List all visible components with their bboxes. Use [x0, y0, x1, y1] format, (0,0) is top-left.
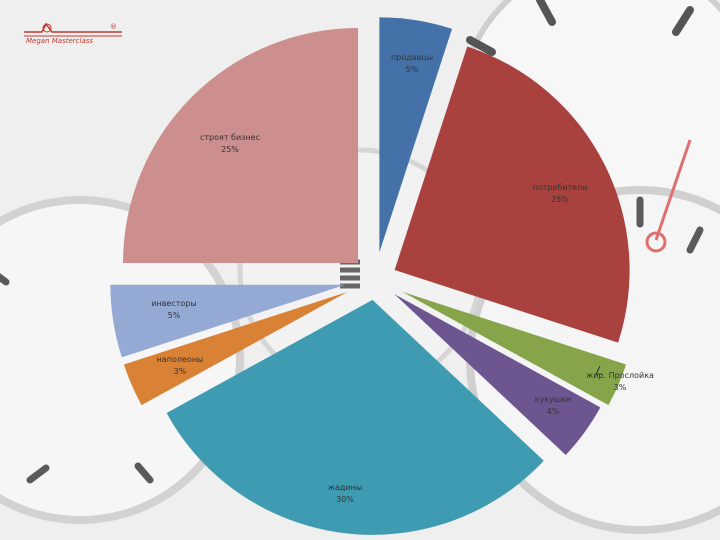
slice-label: кукушки — [535, 395, 571, 404]
slice-percent-label: 3% — [614, 383, 627, 392]
pie-slice — [110, 284, 346, 358]
slice-percent-label: 25% — [221, 145, 239, 154]
slice-percent-label: 4% — [547, 407, 560, 416]
brand-tagline: Megan Masterclass — [26, 37, 94, 45]
registered-mark: ® — [110, 23, 117, 31]
pie-slice — [394, 46, 630, 343]
pie-slice — [394, 294, 601, 455]
pie-slice — [402, 291, 627, 406]
slice-percent-label: 5% — [406, 65, 419, 74]
brand-logo — [24, 22, 122, 37]
slice-label: жир. Прослойка — [586, 371, 654, 380]
pie-slice — [123, 28, 359, 264]
slice-label: потребители — [533, 183, 588, 192]
slice-percent-label: 30% — [336, 495, 354, 504]
pie-slice — [166, 299, 544, 535]
slice-label: наполеоны — [157, 355, 204, 364]
slice-label: жадины — [328, 483, 362, 492]
slice-label: инвесторы — [151, 299, 196, 308]
slice-label: продавцы — [391, 53, 433, 62]
pie-slice — [379, 17, 452, 253]
leader-line — [595, 365, 602, 375]
slice-percent-label: 25% — [551, 195, 569, 204]
slice-percent-label: 5% — [168, 311, 181, 320]
slice-label: строят бизнес — [200, 133, 260, 142]
slice-percent-label: 3% — [174, 367, 187, 376]
pie-slice — [123, 291, 348, 406]
